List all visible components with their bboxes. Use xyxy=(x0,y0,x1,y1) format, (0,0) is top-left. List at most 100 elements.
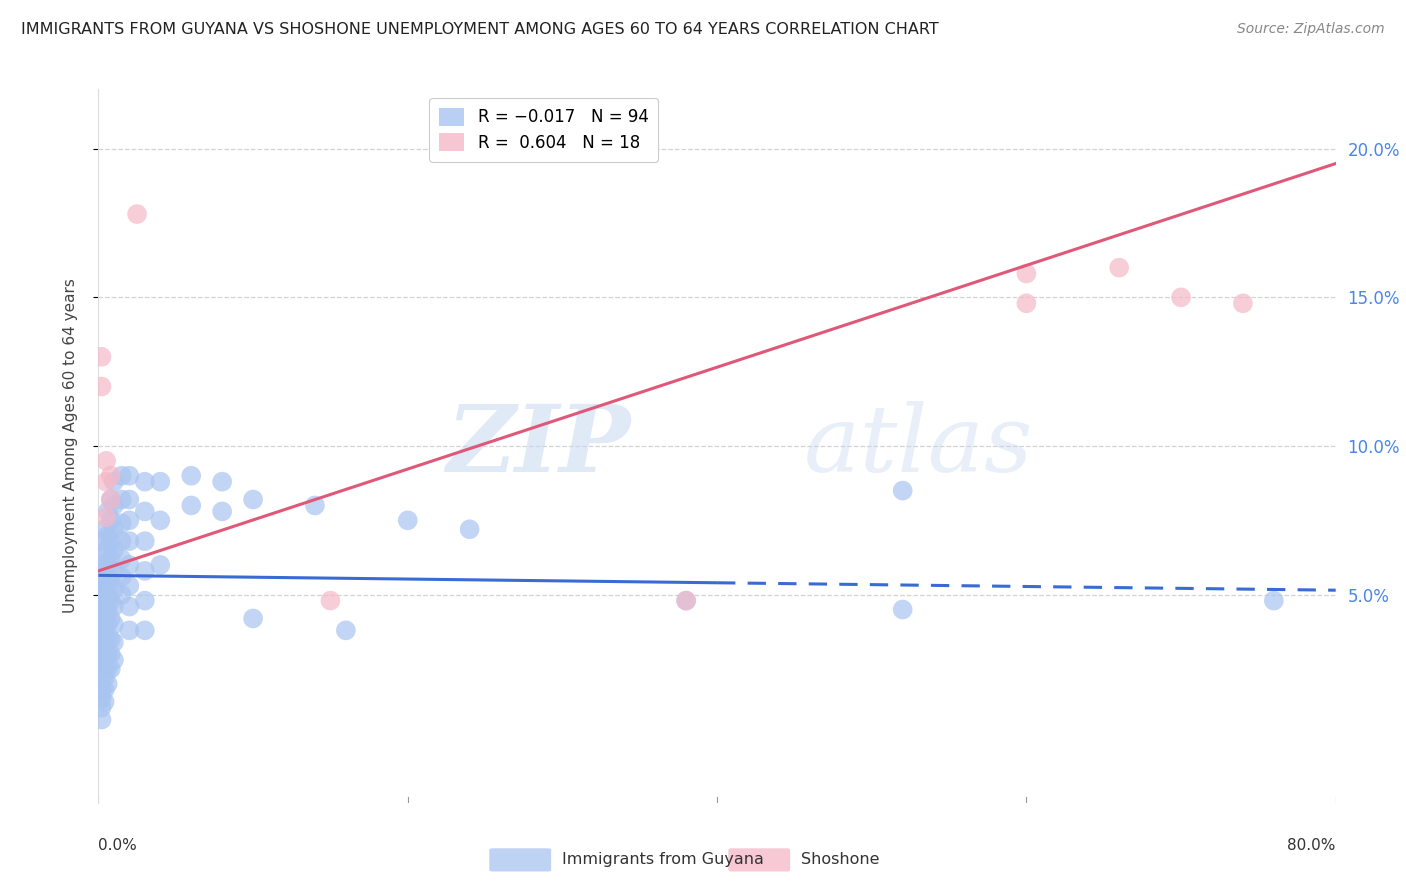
Point xyxy=(90,653,112,667)
Point xyxy=(93,641,115,656)
Point xyxy=(93,632,115,647)
Point xyxy=(90,608,112,623)
Point xyxy=(97,647,120,661)
Text: ZIP: ZIP xyxy=(446,401,630,491)
Point xyxy=(100,662,122,676)
Point xyxy=(90,379,112,393)
Point xyxy=(97,573,120,587)
Point xyxy=(149,558,172,572)
Point xyxy=(100,632,122,647)
Point xyxy=(134,564,156,578)
Point xyxy=(97,504,120,518)
Point xyxy=(675,593,697,607)
Point xyxy=(100,611,122,625)
Point xyxy=(90,682,112,697)
Point xyxy=(100,492,122,507)
Point xyxy=(100,647,122,661)
Point xyxy=(111,468,134,483)
Point xyxy=(96,475,118,489)
Point xyxy=(111,588,134,602)
Point xyxy=(97,543,120,558)
Point xyxy=(93,671,115,685)
Point xyxy=(211,475,233,489)
Point xyxy=(100,552,122,566)
Point xyxy=(118,558,141,572)
Point xyxy=(319,593,342,607)
Legend: R = −0.017   N = 94, R =  0.604   N = 18: R = −0.017 N = 94, R = 0.604 N = 18 xyxy=(429,97,658,161)
Point xyxy=(242,611,264,625)
Point xyxy=(304,499,326,513)
Point xyxy=(93,682,115,697)
Point xyxy=(97,632,120,647)
Point xyxy=(149,475,172,489)
Point xyxy=(1015,296,1038,310)
Point xyxy=(90,662,112,676)
Point xyxy=(97,677,120,691)
Point xyxy=(103,599,125,614)
Point xyxy=(134,504,156,518)
Point xyxy=(90,617,112,632)
Point xyxy=(118,534,141,549)
Point xyxy=(100,513,122,527)
Point xyxy=(93,624,115,638)
Point xyxy=(675,593,697,607)
Text: 80.0%: 80.0% xyxy=(1288,838,1336,854)
Point xyxy=(100,492,122,507)
Point xyxy=(242,492,264,507)
Point xyxy=(90,573,112,587)
Text: Shoshone: Shoshone xyxy=(801,853,880,867)
Point xyxy=(891,483,914,498)
Point xyxy=(118,599,141,614)
Point xyxy=(100,534,122,549)
Point xyxy=(103,653,125,667)
Point xyxy=(93,662,115,676)
Point xyxy=(100,573,122,587)
Point xyxy=(103,543,125,558)
Text: IMMIGRANTS FROM GUYANA VS SHOSHONE UNEMPLOYMENT AMONG AGES 60 TO 64 YEARS CORREL: IMMIGRANTS FROM GUYANA VS SHOSHONE UNEMP… xyxy=(21,22,939,37)
Point xyxy=(211,504,233,518)
Point xyxy=(103,582,125,596)
Point xyxy=(93,522,115,536)
Point xyxy=(90,647,112,661)
Point xyxy=(93,611,115,625)
Point xyxy=(1108,260,1130,275)
Point xyxy=(134,534,156,549)
Point xyxy=(103,475,125,489)
Point xyxy=(103,617,125,632)
Point xyxy=(1263,593,1285,607)
Point xyxy=(96,454,118,468)
Point xyxy=(180,468,202,483)
Text: Source: ZipAtlas.com: Source: ZipAtlas.com xyxy=(1237,22,1385,37)
Point xyxy=(90,700,112,714)
Point xyxy=(335,624,357,638)
Point xyxy=(97,588,120,602)
Point xyxy=(103,564,125,578)
Point xyxy=(97,602,120,616)
Point xyxy=(118,492,141,507)
Point xyxy=(180,499,202,513)
Point xyxy=(111,552,134,566)
Point xyxy=(118,579,141,593)
Point xyxy=(118,624,141,638)
Point xyxy=(90,691,112,706)
Point xyxy=(111,492,134,507)
Point xyxy=(90,602,112,616)
Point xyxy=(93,570,115,584)
Point xyxy=(97,528,120,542)
Point xyxy=(891,602,914,616)
Point xyxy=(1015,267,1038,281)
Point xyxy=(93,602,115,616)
Point xyxy=(97,558,120,572)
Point xyxy=(97,662,120,676)
Point xyxy=(90,588,112,602)
Point xyxy=(93,593,115,607)
Point xyxy=(93,558,115,572)
Point xyxy=(103,522,125,536)
Point xyxy=(149,513,172,527)
Point xyxy=(90,632,112,647)
Point xyxy=(1170,290,1192,304)
Point xyxy=(93,695,115,709)
Point xyxy=(1232,296,1254,310)
Y-axis label: Unemployment Among Ages 60 to 64 years: Unemployment Among Ages 60 to 64 years xyxy=(63,278,77,614)
Point xyxy=(134,624,156,638)
